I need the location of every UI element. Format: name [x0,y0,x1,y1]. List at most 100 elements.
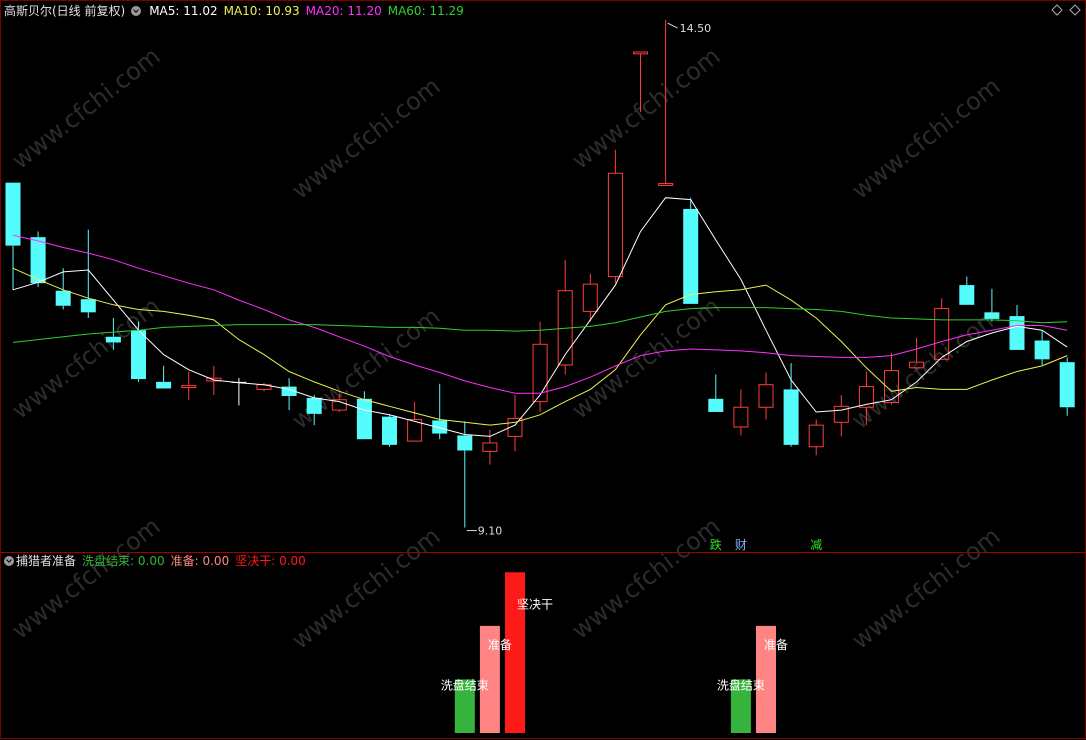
candle-body [959,285,975,305]
ma-line [12,267,1068,426]
indicator-bar [756,625,776,733]
candle-body [833,405,849,423]
signal-marker: 财 [735,538,747,552]
legend-name: 准备 [171,554,203,568]
legend-item: MA2011.20 [306,3,382,19]
legend-name: 洗盘结束 [82,554,138,568]
candle-body [105,336,121,343]
indicator-bar [730,679,751,733]
legend-value: 10.93 [265,4,300,18]
watermark: www.cfchi.com [846,522,1005,655]
candle-body [407,418,423,442]
candle-body [607,172,623,278]
toggle-icon[interactable] [1069,4,1081,16]
legend-name: MA20 [306,4,348,18]
candle-body [884,370,899,404]
bar-label: 坚决干 [517,597,553,611]
legend-name: MA10 [224,4,266,18]
candle-body [55,290,71,306]
watermark: www.cfchi.com [286,522,445,655]
legend-item: MA6011.29 [388,3,464,19]
legend-item: MA1010.93 [224,3,300,19]
candle-body [482,442,498,452]
candle-body [934,308,950,360]
candle-body [306,397,322,414]
legend-item: 洗盘结束0.00 [82,553,165,569]
candle-body [683,208,699,304]
candle-body [658,183,674,186]
candle-body [1059,362,1075,408]
candle-body [582,283,598,312]
candle-body [708,398,724,412]
candle-body [281,386,297,396]
legend-value: 0.00 [137,554,165,568]
candle-body [206,377,222,382]
candle-body [1034,340,1050,360]
candle-body [5,182,21,246]
watermark: www.cfchi.com [286,72,445,205]
low-label: 9.10 [478,525,503,538]
candle-body [432,420,448,434]
indicator-bar [454,679,475,733]
bar-label: 准备 [488,638,512,652]
watermark: www.cfchi.com [846,302,1005,435]
indicator-bar [479,625,500,733]
legend-value: 11.02 [183,4,218,18]
high-pointer [667,22,678,29]
legend-value: 0.00 [279,554,306,568]
ma-line [12,307,1068,343]
watermark: www.cfchi.com [846,72,1005,205]
candle-body [808,424,824,448]
legend-name: MA5 [149,4,183,18]
candle-body [131,330,146,380]
candle-body [532,343,548,403]
candle-body [633,51,648,55]
legend-value: 0.00 [202,554,230,568]
high-label: 14.50 [680,22,712,35]
legend-value: 11.29 [429,4,464,18]
menu-icon[interactable] [131,6,142,16]
toggle-icon[interactable] [1051,4,1063,16]
candle-body [507,418,523,437]
ma-line [12,234,1068,394]
signal-marker: 跌 [710,537,722,552]
indicator-header: 捕猎者准备 洗盘结束0.00准备0.00坚决干0.00 [4,553,306,569]
stock-title: 高斯贝尔(日线 前复权) [4,4,126,18]
candle-body [382,416,397,445]
legend-name: MA60 [388,4,430,18]
candle-body [80,299,96,313]
candle-body [733,406,749,428]
indicator-title: 捕猎者准备 [16,554,77,568]
bar-label: 洗盘结束 [717,677,765,692]
candle-body [457,435,473,451]
candle-body [181,385,197,389]
candle-body [984,312,1000,319]
indicator-bar [505,572,525,733]
signal-marker: 减 [810,538,822,552]
legend-item: MA511.02 [149,3,217,19]
ma-line [12,197,1068,437]
legend-item: 坚决干0.00 [235,553,306,569]
menu-icon[interactable] [4,556,14,566]
watermark: www.cfchi.com [6,512,165,645]
watermark: www.cfchi.com [566,42,725,175]
candle-body [758,384,774,408]
watermark: www.cfchi.com [566,512,725,645]
candle-body [1009,316,1025,350]
watermark: www.cfchi.com [6,42,165,175]
candle-body [331,399,347,411]
legend-name: 坚决干 [235,554,279,568]
candle-body [156,381,172,389]
legend-value: 11.20 [347,4,382,18]
bar-label: 准备 [764,638,788,652]
candle-body [858,386,874,408]
candle-body [356,398,372,440]
candle-body [909,361,925,369]
bar-label: 洗盘结束 [441,677,489,692]
legend-item: 准备0.00 [171,553,230,569]
candle-body [30,237,46,284]
main-header: 高斯贝尔(日线 前复权) MA511.02MA1010.93MA2011.20M… [4,3,464,19]
candle-body [783,389,799,445]
